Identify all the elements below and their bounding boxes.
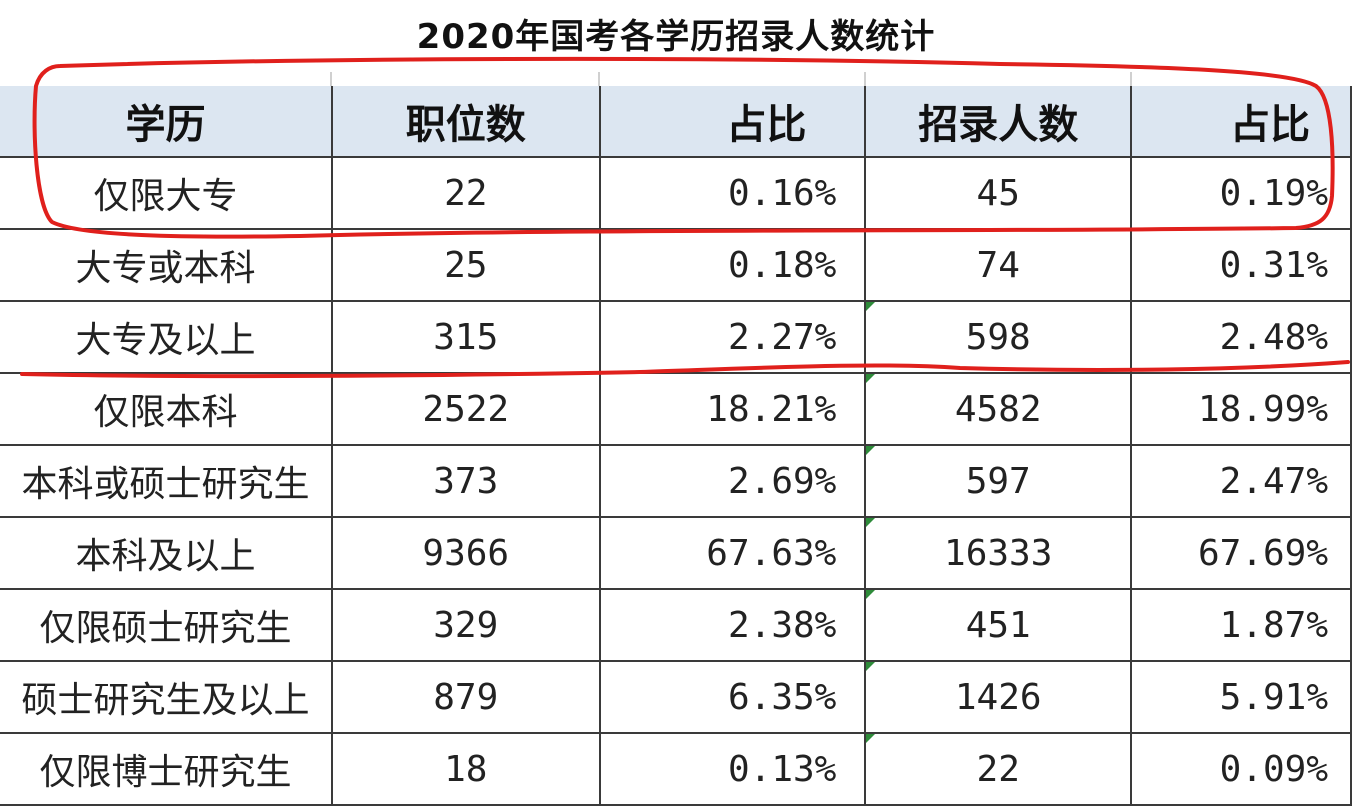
cell-positions[interactable]: 329 — [331, 589, 601, 662]
cell-recruits[interactable]: 598 — [865, 301, 1133, 374]
cell-recruits[interactable]: 597 — [865, 445, 1133, 518]
cell-marker-icon — [866, 446, 876, 455]
cell-marker-icon — [866, 662, 876, 671]
cell-positions[interactable]: 18 — [331, 733, 601, 806]
table-row: 本科及以上 9366 67.63% 16333 67.69% — [0, 517, 1352, 590]
gridline — [330, 72, 332, 86]
cell-education[interactable]: 仅限硕士研究生 — [0, 589, 333, 662]
cell-education[interactable]: 仅限大专 — [0, 157, 333, 230]
cell-recruits-share[interactable]: 0.31% — [1131, 229, 1352, 302]
cell-positions[interactable]: 9366 — [331, 517, 601, 590]
cell-recruits-share[interactable]: 5.91% — [1131, 661, 1352, 734]
cell-positions[interactable]: 315 — [331, 301, 601, 374]
cell-marker-icon — [866, 374, 876, 383]
cell-recruits[interactable]: 16333 — [865, 517, 1133, 590]
cell-value: 597 — [965, 460, 1031, 502]
cell-marker-icon — [866, 302, 876, 311]
table-row: 仅限博士研究生 18 0.13% 22 0.09% — [0, 733, 1352, 806]
cell-recruits-share[interactable]: 1.87% — [1131, 589, 1352, 662]
cell-positions[interactable]: 25 — [331, 229, 601, 302]
cell-positions-share[interactable]: 2.38% — [599, 589, 867, 662]
cell-recruits-share[interactable]: 0.09% — [1131, 733, 1352, 806]
cell-education[interactable]: 硕士研究生及以上 — [0, 661, 333, 734]
cell-positions[interactable]: 373 — [331, 445, 601, 518]
cell-value: 16333 — [944, 532, 1053, 574]
spreadsheet-area: 学历 职位数 占比 招录人数 占比 仅限大专 22 0.16% 45 0.19%… — [0, 72, 1352, 808]
cell-recruits[interactable]: 22 — [865, 733, 1133, 806]
cell-value: 4582 — [954, 388, 1042, 430]
cell-positions[interactable]: 2522 — [331, 373, 601, 446]
cell-education[interactable]: 大专或本科 — [0, 229, 333, 302]
header-positions-share[interactable]: 占比 — [599, 86, 867, 158]
cell-education[interactable]: 大专及以上 — [0, 301, 333, 374]
table-row: 大专及以上 315 2.27% 598 2.48% — [0, 301, 1352, 374]
table-row: 本科或硕士研究生 373 2.69% 597 2.47% — [0, 445, 1352, 518]
cell-positions-share[interactable]: 0.13% — [599, 733, 867, 806]
education-recruitment-table: 学历 职位数 占比 招录人数 占比 仅限大专 22 0.16% 45 0.19%… — [0, 86, 1352, 806]
header-recruits-share[interactable]: 占比 — [1131, 86, 1352, 158]
cell-recruits-share[interactable]: 18.99% — [1131, 373, 1352, 446]
cell-positions-share[interactable]: 18.21% — [599, 373, 867, 446]
cell-education[interactable]: 本科及以上 — [0, 517, 333, 590]
cell-recruits-share[interactable]: 2.48% — [1131, 301, 1352, 374]
cell-value: 22 — [976, 748, 1020, 790]
gridline — [1130, 72, 1132, 86]
table-row: 硕士研究生及以上 879 6.35% 1426 5.91% — [0, 661, 1352, 734]
cell-marker-icon — [866, 590, 876, 599]
cell-recruits-share[interactable]: 67.69% — [1131, 517, 1352, 590]
cell-value: 1426 — [954, 676, 1042, 718]
cell-recruits[interactable]: 1426 — [865, 661, 1133, 734]
cell-recruits-share[interactable]: 0.19% — [1131, 157, 1352, 230]
cell-value: 598 — [965, 316, 1031, 358]
table-title: 2020年国考各学历招录人数统计 — [416, 17, 936, 57]
table-row: 仅限大专 22 0.16% 45 0.19% — [0, 157, 1352, 230]
cell-education[interactable]: 仅限博士研究生 — [0, 733, 333, 806]
cell-positions-share[interactable]: 0.16% — [599, 157, 867, 230]
cell-positions-share[interactable]: 2.27% — [599, 301, 867, 374]
cell-recruits[interactable]: 4582 — [865, 373, 1133, 446]
cell-recruits[interactable]: 45 — [865, 157, 1133, 230]
cell-recruits[interactable]: 451 — [865, 589, 1133, 662]
cell-positions-share[interactable]: 67.63% — [599, 517, 867, 590]
table-row: 仅限硕士研究生 329 2.38% 451 1.87% — [0, 589, 1352, 662]
header-positions[interactable]: 职位数 — [331, 86, 601, 158]
cell-marker-icon — [866, 518, 876, 527]
cell-positions-share[interactable]: 0.18% — [599, 229, 867, 302]
gridline — [598, 72, 600, 86]
cell-positions-share[interactable]: 6.35% — [599, 661, 867, 734]
cell-positions[interactable]: 879 — [331, 661, 601, 734]
cell-education[interactable]: 仅限本科 — [0, 373, 333, 446]
header-recruits[interactable]: 招录人数 — [865, 86, 1133, 158]
cell-education[interactable]: 本科或硕士研究生 — [0, 445, 333, 518]
gridline — [864, 72, 866, 86]
header-education[interactable]: 学历 — [0, 86, 333, 158]
header-row: 学历 职位数 占比 招录人数 占比 — [0, 86, 1352, 158]
table-row: 仅限本科 2522 18.21% 4582 18.99% — [0, 373, 1352, 446]
cell-positions-share[interactable]: 2.69% — [599, 445, 867, 518]
cell-marker-icon — [866, 734, 876, 743]
table-row: 大专或本科 25 0.18% 74 0.31% — [0, 229, 1352, 302]
cell-positions[interactable]: 22 — [331, 157, 601, 230]
cell-recruits[interactable]: 74 — [865, 229, 1133, 302]
cell-recruits-share[interactable]: 2.47% — [1131, 445, 1352, 518]
cell-value: 451 — [965, 604, 1031, 646]
